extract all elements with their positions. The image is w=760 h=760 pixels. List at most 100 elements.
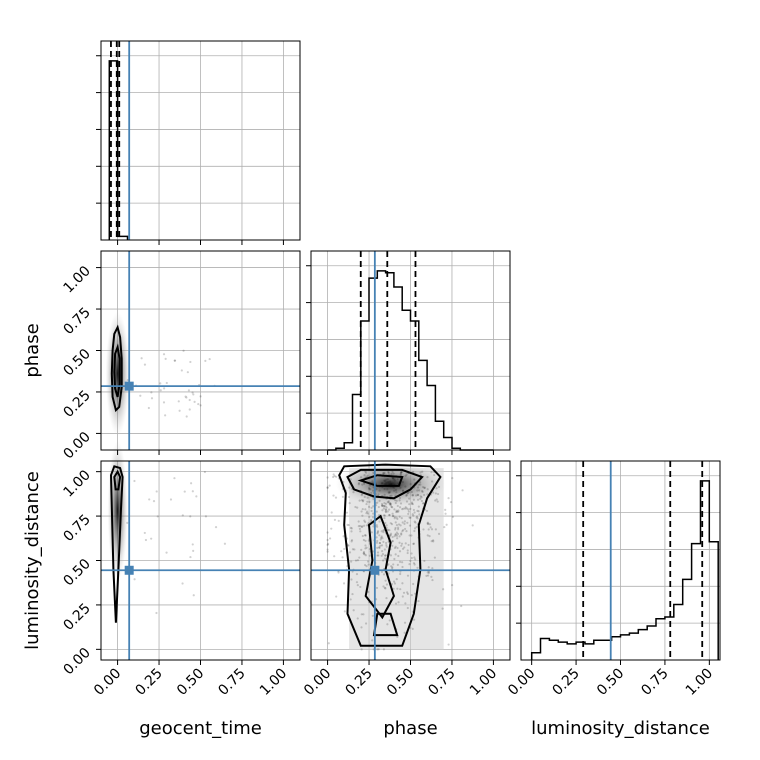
sample-phase-lumdist-458 xyxy=(358,499,361,502)
sample-phase-lumdist-387 xyxy=(385,478,388,481)
sample-phase-lumdist-16 xyxy=(377,493,380,496)
sample-phase-lumdist-243 xyxy=(389,554,393,557)
sample-phase-lumdist-371 xyxy=(348,486,351,489)
sample-phase-lumdist-634 xyxy=(355,581,359,584)
sample-phase-lumdist-100 xyxy=(400,532,403,535)
sample-phase-lumdist-200 xyxy=(395,516,398,519)
sample-phase-lumdist-15 xyxy=(372,550,375,553)
contour-phase-lumdist-outer xyxy=(338,463,442,647)
sample-phase-lumdist-619 xyxy=(394,526,397,530)
sample-phase-lumdist-263 xyxy=(389,504,393,507)
sample-phase-lumdist-373 xyxy=(389,480,392,483)
sample-phase-lumdist-610 xyxy=(396,526,400,529)
sample-phase-lumdist-202 xyxy=(442,588,445,591)
sample-phase-lumdist-150 xyxy=(447,497,450,500)
sample-phase-lumdist-245 xyxy=(397,528,400,531)
x-axis-label-geocent_time: geocent_time xyxy=(139,718,262,739)
sample-phase-lumdist-471 xyxy=(350,560,353,563)
x-tick-label-geocent_time-2: 0.50 xyxy=(174,666,207,699)
y-tick-label-phase-0: 0.00 xyxy=(60,429,93,462)
sample-phase-lumdist-213 xyxy=(416,486,420,489)
sample-phase-lumdist-363 xyxy=(405,494,408,497)
sample-phase-lumdist-199 xyxy=(382,529,385,532)
sample-phase-lumdist-52 xyxy=(394,521,397,524)
sample-geocent-lumdist-11 xyxy=(133,479,136,483)
sample-phase-lumdist-90 xyxy=(414,521,417,524)
sample-phase-lumdist-83 xyxy=(404,474,407,477)
sample-phase-lumdist-266 xyxy=(375,510,378,513)
sample-phase-lumdist-535 xyxy=(362,550,366,554)
sample-phase-lumdist-685 xyxy=(349,598,352,601)
x-tick-label-phase-2: 0.50 xyxy=(384,666,417,699)
sample-phase-lumdist-132 xyxy=(426,571,429,574)
sample-phase-lumdist-618 xyxy=(363,534,367,537)
sample-phase-lumdist-139 xyxy=(389,502,392,506)
sample-geocent-phase-32 xyxy=(150,397,154,400)
y-tick-label-luminosity_distance-3: 0.75 xyxy=(60,512,93,545)
sample-phase-lumdist-523 xyxy=(382,585,385,588)
sample-phase-lumdist-592 xyxy=(398,560,402,563)
sample-phase-lumdist-549 xyxy=(426,488,429,491)
sample-phase-lumdist-607 xyxy=(402,489,405,492)
sample-phase-lumdist-382 xyxy=(367,590,370,594)
sample-phase-lumdist-152 xyxy=(409,483,412,486)
sample-phase-lumdist-412 xyxy=(397,509,400,512)
sample-phase-lumdist-22 xyxy=(406,492,409,495)
sample-phase-lumdist-269 xyxy=(394,553,397,556)
sample-phase-lumdist-282 xyxy=(356,559,359,562)
sample-phase-lumdist-249 xyxy=(366,500,369,503)
sample-phase-lumdist-309 xyxy=(375,541,379,544)
sample-phase-lumdist-204 xyxy=(362,499,365,502)
sample-phase-lumdist-670 xyxy=(391,515,394,518)
sample-phase-lumdist-127 xyxy=(388,491,391,494)
sample-phase-lumdist-297 xyxy=(348,551,352,554)
sample-phase-lumdist-542 xyxy=(361,534,364,538)
sample-phase-lumdist-232 xyxy=(393,489,396,492)
sample-phase-lumdist-104 xyxy=(382,540,385,543)
sample-phase-lumdist-183 xyxy=(443,525,446,529)
sample-phase-lumdist-122 xyxy=(396,517,399,521)
sample-phase-lumdist-336 xyxy=(356,506,359,509)
sample-phase-lumdist-383 xyxy=(326,531,329,534)
sample-phase-lumdist-121 xyxy=(363,495,366,499)
contour-geocent-phase-inner xyxy=(113,343,121,398)
sample-phase-lumdist-331 xyxy=(417,483,420,486)
sample-geocent-lumdist-27 xyxy=(181,582,184,585)
sample-phase-lumdist-625 xyxy=(397,554,400,558)
sample-phase-lumdist-124 xyxy=(330,527,333,530)
sample-phase-lumdist-643 xyxy=(393,477,396,480)
sample-phase-lumdist-624 xyxy=(382,648,386,651)
sample-phase-lumdist-134 xyxy=(383,514,386,517)
sample-phase-lumdist-227 xyxy=(360,648,363,651)
sample-phase-lumdist-140 xyxy=(326,548,329,551)
sample-geocent-lumdist-2 xyxy=(214,526,218,529)
sample-phase-lumdist-553 xyxy=(411,494,415,497)
sample-phase-lumdist-348 xyxy=(364,470,367,473)
sample-phase-lumdist-428 xyxy=(352,491,355,494)
sample-geocent-lumdist-28 xyxy=(192,549,195,553)
sample-phase-lumdist-99 xyxy=(407,543,410,547)
y-tick-label-luminosity_distance-1: 0.25 xyxy=(60,600,93,633)
sample-phase-lumdist-146 xyxy=(350,539,354,542)
sample-phase-lumdist-272 xyxy=(389,502,392,505)
sample-phase-lumdist-490 xyxy=(410,594,413,597)
sample-phase-lumdist-696 xyxy=(394,533,397,536)
sample-phase-lumdist-413 xyxy=(393,557,396,561)
sample-phase-lumdist-329 xyxy=(385,506,388,509)
x-tick-label-luminosity_distance-4: 1.00 xyxy=(683,666,716,699)
sample-phase-lumdist-367 xyxy=(406,549,409,552)
sample-phase-lumdist-662 xyxy=(413,529,416,533)
sample-phase-lumdist-40 xyxy=(384,502,388,505)
sample-phase-lumdist-447 xyxy=(328,484,331,487)
sample-phase-lumdist-185 xyxy=(384,521,387,525)
sample-geocent-lumdist-16 xyxy=(165,551,168,554)
sample-phase-lumdist-661 xyxy=(411,502,414,506)
sample-phase-lumdist-349 xyxy=(430,575,433,578)
sample-phase-lumdist-195 xyxy=(382,530,385,534)
sample-phase-lumdist-560 xyxy=(416,494,420,497)
sample-phase-lumdist-415 xyxy=(386,488,389,491)
sample-phase-lumdist-260 xyxy=(406,591,409,594)
sample-phase-lumdist-112 xyxy=(363,553,366,556)
sample-phase-lumdist-635 xyxy=(376,551,380,554)
sample-phase-lumdist-682 xyxy=(357,525,360,528)
